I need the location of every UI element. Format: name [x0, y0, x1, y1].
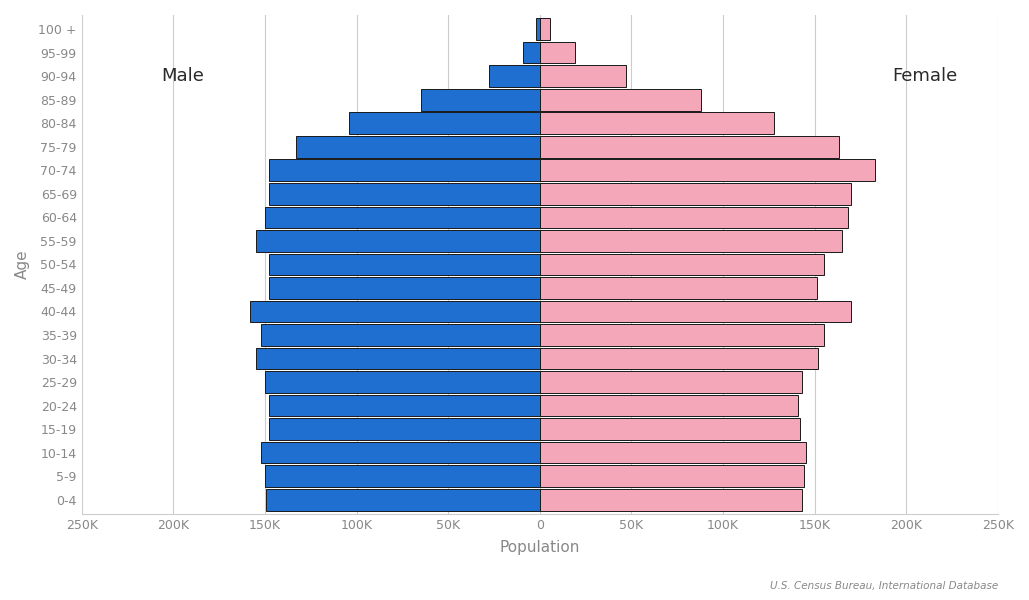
Bar	[269, 277, 540, 299]
Bar	[256, 230, 540, 251]
Bar	[261, 442, 540, 463]
Bar	[269, 418, 540, 440]
Bar	[540, 42, 574, 64]
Bar	[265, 489, 540, 511]
Bar	[540, 206, 848, 228]
X-axis label: Population: Population	[500, 540, 580, 555]
Bar	[536, 18, 540, 40]
Bar	[421, 89, 540, 110]
Bar	[269, 254, 540, 275]
Bar	[250, 301, 540, 322]
Bar	[540, 489, 802, 511]
Bar	[264, 466, 540, 487]
Bar	[489, 65, 540, 87]
Bar	[540, 395, 799, 416]
Text: Male: Male	[162, 67, 204, 85]
Bar	[540, 277, 817, 299]
Bar	[540, 466, 804, 487]
Y-axis label: Age: Age	[15, 250, 30, 279]
Bar	[540, 347, 818, 370]
Bar	[540, 65, 626, 87]
Bar	[540, 442, 806, 463]
Bar	[264, 206, 540, 228]
Bar	[540, 136, 839, 158]
Bar	[296, 136, 540, 158]
Bar	[540, 371, 802, 393]
Bar	[540, 183, 851, 205]
Bar	[540, 89, 701, 110]
Bar	[261, 324, 540, 346]
Text: U.S. Census Bureau, International Database: U.S. Census Bureau, International Databa…	[770, 581, 998, 591]
Bar	[349, 112, 540, 134]
Bar	[540, 418, 801, 440]
Bar	[540, 254, 824, 275]
Bar	[269, 183, 540, 205]
Bar	[540, 160, 876, 181]
Bar	[264, 371, 540, 393]
Bar	[256, 347, 540, 370]
Bar	[540, 301, 851, 322]
Bar	[269, 160, 540, 181]
Bar	[524, 42, 540, 64]
Bar	[540, 112, 775, 134]
Bar	[269, 395, 540, 416]
Bar	[540, 324, 824, 346]
Bar	[540, 230, 842, 251]
Bar	[540, 18, 549, 40]
Text: Female: Female	[892, 67, 957, 85]
